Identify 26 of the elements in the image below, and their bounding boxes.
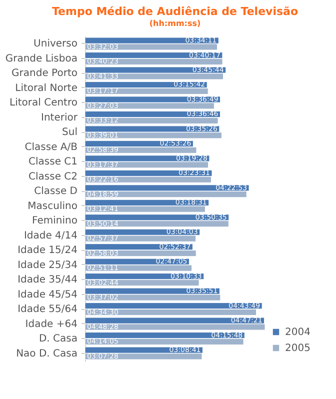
y-tick-label: Nao D. Casa: [16, 348, 78, 360]
y-tick-label: Idade 45/54: [18, 289, 78, 300]
y-tick-label: Idade 55/64: [18, 304, 78, 316]
chart-subtitle: (hh:mm:ss): [149, 19, 201, 28]
y-tick-label: Interior: [41, 112, 78, 124]
y-tick-label: Masculino: [28, 200, 78, 212]
chart-title: Tempo Médio de Audiência de Televisão: [52, 5, 298, 18]
y-tick-label: D. Casa: [38, 334, 78, 345]
legend-label: 2004: [285, 327, 310, 338]
y-tick-label: Universo: [34, 38, 78, 50]
y-tick-label: Grande Lisboa: [5, 53, 78, 64]
y-tick-label: Litoral Norte: [15, 82, 78, 94]
y-tick-label: Idade 4/14: [24, 230, 78, 242]
y-tick-label: Classe C2: [28, 171, 78, 182]
y-tick-label: Grande Porto: [12, 68, 78, 80]
y-tick-label: Litoral Centro: [10, 98, 78, 109]
y-tick-label: Idade +64: [25, 318, 78, 330]
y-tick-label: Idade 15/24: [18, 245, 78, 256]
y-tick-label: Idade 25/34: [18, 260, 78, 271]
y-tick-label: Classe C1: [28, 156, 78, 168]
y-tick-label: Classe D: [34, 186, 78, 198]
y-tick-label: Feminino: [32, 216, 78, 227]
y-tick-label: Sul: [62, 127, 78, 138]
y-tick-label: Idade 35/44: [18, 274, 78, 286]
y-tick-label: Classe A/B: [24, 142, 78, 153]
legend-label: 2005: [285, 343, 310, 354]
